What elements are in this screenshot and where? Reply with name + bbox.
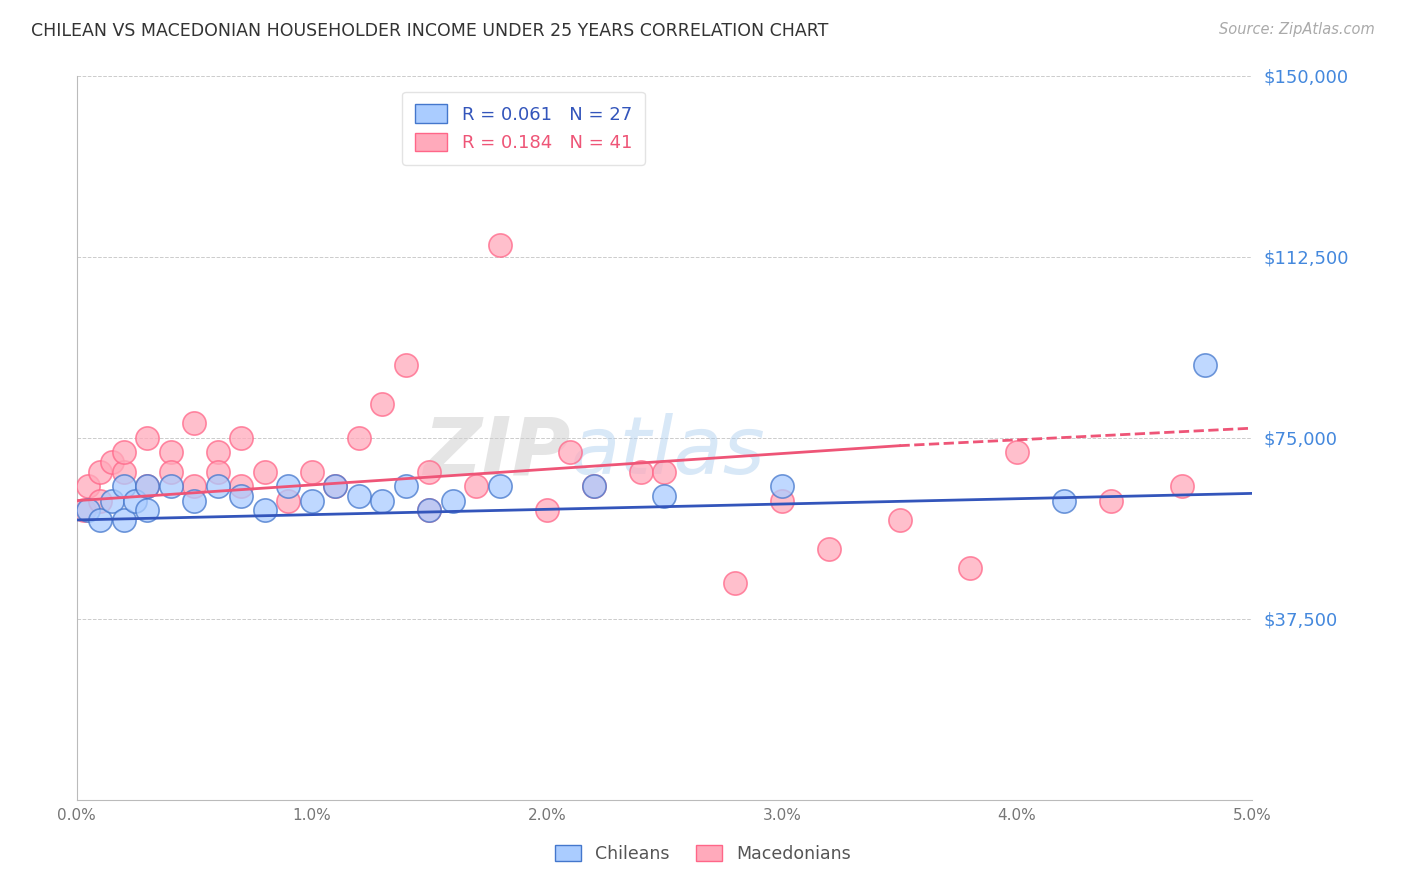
Point: [159, 465, 181, 479]
Point: [323, 479, 346, 493]
Point: [465, 479, 488, 493]
Point: [136, 479, 159, 493]
Legend: R = 0.061   N = 27, R = 0.184   N = 41: R = 0.061 N = 27, R = 0.184 N = 41: [402, 92, 644, 165]
Point: [207, 465, 229, 479]
Point: [207, 479, 229, 493]
Point: [536, 503, 558, 517]
Point: [488, 237, 510, 252]
Point: [112, 513, 135, 527]
Point: [582, 479, 605, 493]
Point: [77, 503, 100, 517]
Point: [112, 445, 135, 459]
Point: [395, 479, 418, 493]
Point: [159, 479, 181, 493]
Point: [323, 479, 346, 493]
Point: [159, 445, 181, 459]
Point: [418, 465, 440, 479]
Point: [654, 465, 676, 479]
Point: [418, 503, 440, 517]
Point: [582, 479, 605, 493]
Text: CHILEAN VS MACEDONIAN HOUSEHOLDER INCOME UNDER 25 YEARS CORRELATION CHART: CHILEAN VS MACEDONIAN HOUSEHOLDER INCOME…: [31, 22, 828, 40]
Point: [1005, 445, 1028, 459]
Point: [253, 503, 276, 517]
Point: [112, 479, 135, 493]
Text: Source: ZipAtlas.com: Source: ZipAtlas.com: [1219, 22, 1375, 37]
Point: [72, 503, 94, 517]
Point: [418, 503, 440, 517]
Point: [101, 493, 124, 508]
Point: [77, 479, 100, 493]
Point: [136, 503, 159, 517]
Point: [231, 479, 253, 493]
Point: [207, 445, 229, 459]
Point: [277, 479, 299, 493]
Point: [183, 493, 205, 508]
Point: [889, 513, 911, 527]
Point: [277, 493, 299, 508]
Point: [488, 479, 510, 493]
Point: [371, 493, 394, 508]
Point: [1099, 493, 1122, 508]
Point: [301, 493, 323, 508]
Point: [231, 431, 253, 445]
Point: [101, 455, 124, 469]
Point: [112, 465, 135, 479]
Text: atlas: atlas: [571, 413, 765, 491]
Point: [183, 417, 205, 431]
Point: [89, 465, 111, 479]
Point: [371, 397, 394, 411]
Point: [959, 561, 981, 575]
Point: [183, 479, 205, 493]
Point: [301, 465, 323, 479]
Point: [560, 445, 582, 459]
Point: [630, 465, 652, 479]
Point: [231, 489, 253, 503]
Point: [89, 513, 111, 527]
Point: [770, 479, 793, 493]
Point: [770, 493, 793, 508]
Point: [1170, 479, 1192, 493]
Point: [441, 493, 464, 508]
Point: [136, 479, 159, 493]
Point: [1194, 359, 1216, 373]
Point: [654, 489, 676, 503]
Point: [347, 489, 370, 503]
Point: [136, 431, 159, 445]
Point: [124, 493, 146, 508]
Legend: Chileans, Macedonians: Chileans, Macedonians: [548, 838, 858, 870]
Point: [89, 493, 111, 508]
Point: [253, 465, 276, 479]
Point: [347, 431, 370, 445]
Text: ZIP: ZIP: [423, 413, 571, 491]
Point: [1053, 493, 1076, 508]
Point: [395, 359, 418, 373]
Point: [818, 541, 841, 556]
Point: [724, 575, 747, 590]
